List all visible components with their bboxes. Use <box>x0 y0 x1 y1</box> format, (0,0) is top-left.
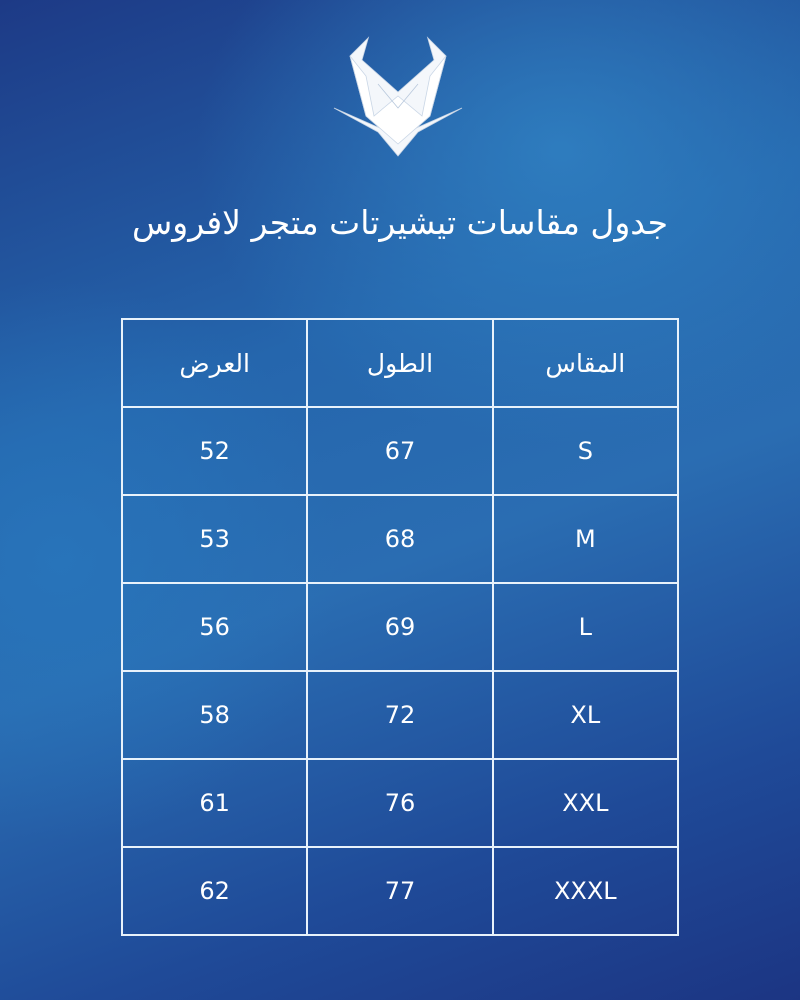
size-cell: L <box>491 582 680 672</box>
table-row: XXXL 77 62 <box>120 846 680 936</box>
length-cell: 77 <box>306 846 494 936</box>
length-cell: 76 <box>306 758 494 848</box>
size-cell: XXL <box>491 758 680 848</box>
table-row: M 68 53 <box>120 494 680 584</box>
table-row: S 67 52 <box>120 406 680 496</box>
size-cell: XXXL <box>491 846 680 936</box>
length-cell: 67 <box>306 406 494 496</box>
header-size: المقاس <box>491 318 680 408</box>
length-cell: 69 <box>306 582 494 672</box>
table-header-row: المقاس الطول العرض <box>120 318 680 408</box>
size-cell: S <box>491 406 680 496</box>
table-row: L 69 56 <box>120 582 680 672</box>
width-cell: 52 <box>120 406 309 496</box>
table-row: XL 72 58 <box>120 670 680 760</box>
width-cell: 62 <box>120 846 309 936</box>
header-length: الطول <box>306 318 494 408</box>
size-cell: M <box>491 494 680 584</box>
header-width: العرض <box>120 318 309 408</box>
width-cell: 61 <box>120 758 309 848</box>
size-table: المقاس الطول العرض S 67 52 M 68 53 L 69 56 XL 7… <box>120 318 680 936</box>
width-cell: 53 <box>120 494 309 584</box>
length-cell: 72 <box>306 670 494 760</box>
length-cell: 68 <box>306 494 494 584</box>
lafros-logo-icon <box>333 36 463 157</box>
width-cell: 56 <box>120 582 309 672</box>
size-cell: XL <box>491 670 680 760</box>
width-cell: 58 <box>120 670 309 760</box>
table-row: XXL 76 61 <box>120 758 680 848</box>
page-title: جدول مقاسات تيشيرتات متجر لافروس <box>131 203 668 242</box>
